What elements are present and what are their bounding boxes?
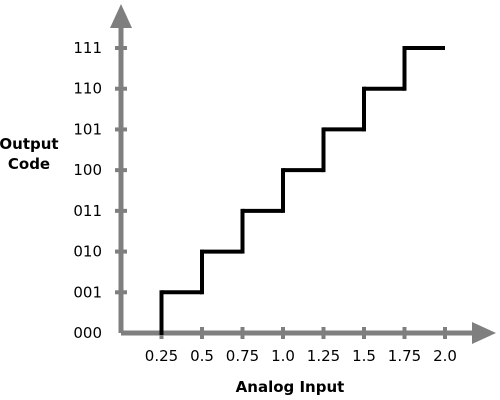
- x-tick-label: 0.5: [190, 347, 214, 365]
- x-tick-label: 2.0: [433, 347, 457, 365]
- x-tick-label: 1.75: [388, 347, 421, 365]
- y-tick-label: 000: [73, 324, 102, 342]
- x-tick-label: 0.75: [226, 347, 259, 365]
- y-tick-label: 001: [73, 283, 102, 301]
- y-tick-label: 011: [73, 202, 102, 220]
- labels: Output Code Analog Input: [0, 135, 344, 396]
- y-axis-arrow: [110, 4, 132, 28]
- y-tick-label: 010: [73, 243, 102, 261]
- y-axis-title-line-2: Code: [8, 155, 50, 173]
- x-tick-label: 0.25: [145, 347, 178, 365]
- series: [159, 46, 445, 335]
- x-tick-label: 1.25: [307, 347, 340, 365]
- x-axis-arrow: [472, 322, 496, 344]
- y-axis-title-line-1: Output: [0, 135, 59, 153]
- y-tick-label: 100: [73, 161, 102, 179]
- x-tick-label: 1.5: [352, 347, 376, 365]
- y-tick-label: 111: [73, 39, 102, 57]
- y-tick-label: 110: [73, 80, 102, 98]
- x-tick-label: 1.0: [271, 347, 295, 365]
- axes: [110, 4, 496, 344]
- ticks: 000 001 010 011 100 101 110 111 0.25 0.5 0.75 1.0 1.…: [73, 39, 457, 365]
- x-axis-title: Analog Input: [236, 378, 345, 396]
- y-tick-label: 101: [73, 120, 102, 138]
